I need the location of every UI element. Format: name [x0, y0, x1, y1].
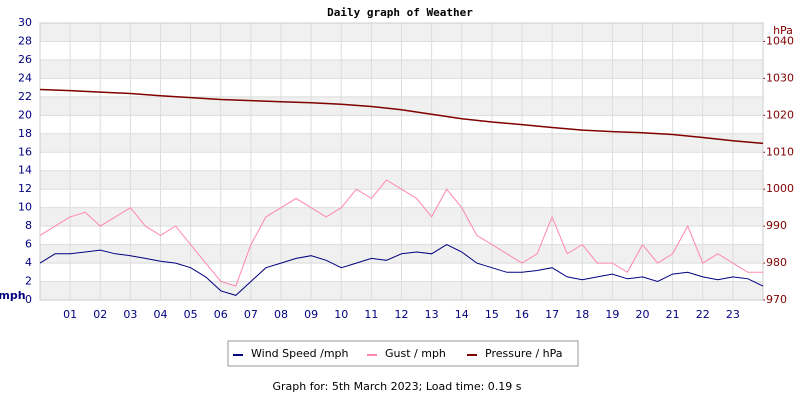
- y2-tick-label: 990: [766, 219, 787, 232]
- x-tick-label: 08: [274, 308, 288, 321]
- y-tick-label: 24: [18, 71, 32, 84]
- y2-tick-label: 970: [766, 293, 787, 306]
- chart-title: Daily graph of Weather: [327, 6, 473, 19]
- x-tick-label: 07: [244, 308, 258, 321]
- series-line: [39, 179, 763, 287]
- legend-label: Wind Speed /mph: [251, 347, 349, 360]
- x-tick-label: 13: [425, 308, 439, 321]
- y-tick-label: 22: [18, 90, 32, 103]
- y-tick-label: 14: [18, 164, 32, 177]
- legend-box: [227, 340, 579, 367]
- x-tick-label: 21: [666, 308, 680, 321]
- x-tick-label: 22: [696, 308, 710, 321]
- y-axis-label: mph: [0, 289, 26, 302]
- y-tick-label: 30: [18, 16, 32, 29]
- x-tick-label: 10: [334, 308, 348, 321]
- y2-axis-label: hPa: [773, 24, 793, 37]
- y-tick-label: 8: [25, 219, 32, 232]
- x-tick-label: 12: [395, 308, 409, 321]
- x-tick-label: 17: [545, 308, 559, 321]
- y2-tick-label: 1030: [766, 71, 794, 84]
- y-tick-label: 2: [25, 275, 32, 288]
- y2-tick-label: 1040: [766, 34, 794, 47]
- legend-label: Gust / mph: [385, 347, 446, 360]
- y-tick-label: 10: [18, 201, 32, 214]
- x-tick-label: 04: [154, 308, 168, 321]
- x-tick-label: 23: [726, 308, 740, 321]
- plot-frame: [39, 22, 764, 301]
- x-tick-label: 09: [304, 308, 318, 321]
- y2-tick-label: 1020: [766, 108, 794, 121]
- y-tick-label: 0: [25, 293, 32, 306]
- y-tick-label: 26: [18, 53, 32, 66]
- footer: Graph for: 5th March 2023; Load time: 0.…: [272, 380, 521, 393]
- x-tick-label: 06: [214, 308, 228, 321]
- x-tick-label: 16: [515, 308, 529, 321]
- y-tick-label: 16: [18, 145, 32, 158]
- series-line: [39, 244, 764, 296]
- y-tick-label: 28: [18, 34, 32, 47]
- x-tick-label: 18: [575, 308, 589, 321]
- y-tick-label: 6: [25, 238, 32, 251]
- x-tick-label: 11: [364, 308, 378, 321]
- series-line: [39, 88, 764, 145]
- y2-tick-label: 1010: [766, 145, 794, 158]
- legend-label: Pressure / hPa: [485, 347, 563, 360]
- x-tick-label: 05: [184, 308, 198, 321]
- legend: Wind Speed /mph Gust / mph Pressure / hPa: [227, 340, 579, 367]
- x-tick-label: 01: [63, 308, 77, 321]
- y-tick-label: 18: [18, 127, 32, 140]
- x-tick-label: 14: [455, 308, 469, 321]
- x-tick-label: 19: [605, 308, 619, 321]
- y-tick-label: 20: [18, 108, 32, 121]
- y2-tick-label: 1000: [766, 182, 794, 195]
- x-tick-label: 20: [636, 308, 650, 321]
- x-tick-label: 15: [485, 308, 499, 321]
- x-tick-label: 03: [123, 308, 137, 321]
- x-tick-label: 02: [93, 308, 107, 321]
- y2-tick-label: 980: [766, 256, 787, 269]
- y-tick-label: 12: [18, 182, 32, 195]
- y-tick-label: 4: [25, 256, 32, 269]
